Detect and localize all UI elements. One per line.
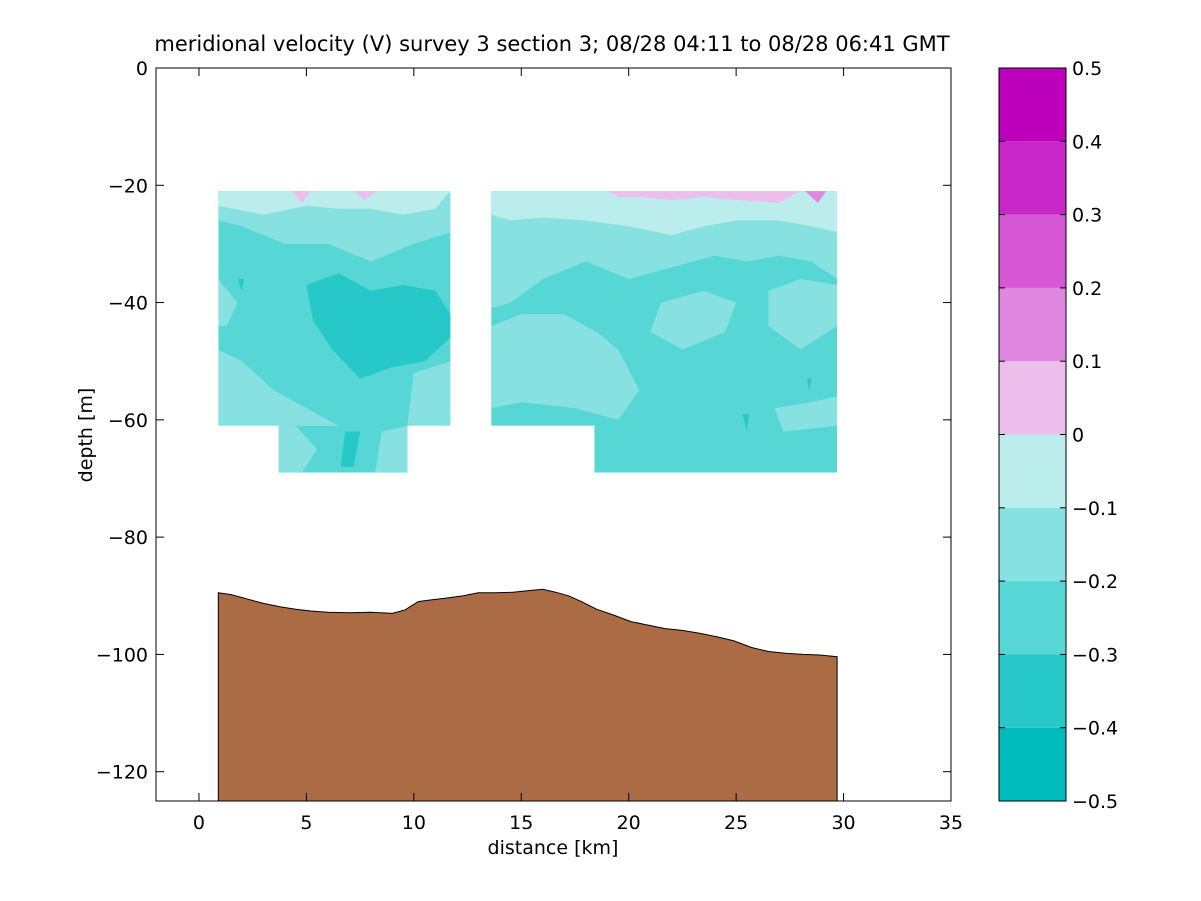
colorbar-tick-label: −0.5 (1072, 791, 1118, 813)
colorbar-tick-label: 0.2 (1072, 278, 1102, 300)
colorbar-tick-label: 0.3 (1072, 205, 1102, 227)
velocity-contour-patch (491, 314, 640, 420)
velocity-contour-patch (237, 279, 245, 291)
seafloor-bathymetry (217, 588, 838, 801)
velocity-contour-patch (353, 191, 378, 200)
velocity-contour-patch (807, 378, 812, 391)
y-tick-label: −100 (96, 644, 148, 666)
y-axis-label: depth [m] (75, 388, 97, 483)
colorbar-tick-label: 0.1 (1072, 351, 1102, 373)
y-tick-label: 0 (136, 58, 148, 80)
plot-frame (155, 67, 952, 802)
colorbar-tick-label: −0.1 (1072, 498, 1118, 520)
velocity-contour-patch (607, 191, 801, 203)
velocity-contour-patch (742, 414, 749, 432)
x-tick-label: 0 (193, 812, 205, 834)
velocity-contour-patch (218, 349, 339, 426)
velocity-contour-patch (804, 191, 827, 203)
x-axis-label: distance [km] (488, 837, 619, 859)
plot-area: 0 5 10 15 20 25 30 35 0 −20 −40 −60 −80 −100 −120 (96, 58, 963, 834)
colorbar-segment (999, 214, 1066, 288)
colorbar-segment (999, 361, 1066, 435)
colorbar-segments (999, 68, 1066, 801)
chart-title: meridional velocity (V) survey 3 section… (154, 32, 949, 56)
colorbar-tick-label: −0.4 (1072, 718, 1118, 740)
y-tick-label: −120 (96, 762, 148, 784)
velocity-contour-patch (218, 279, 238, 326)
x-tick-label: 10 (402, 812, 426, 834)
x-axis-ticks: 0 5 10 15 20 25 30 35 (193, 68, 963, 834)
y-tick-label: −20 (108, 175, 148, 197)
section-2 (491, 191, 838, 473)
y-tick-label: −40 (108, 293, 148, 315)
y-tick-label: −80 (108, 527, 148, 549)
colorbar-tick-label: −0.2 (1072, 571, 1118, 593)
velocity-sections (218, 191, 838, 473)
velocity-contour-patch (407, 361, 451, 426)
colorbar: −0.5 −0.4 −0.3 −0.2 −0.1 0 0.1 0.2 0.3 0.4 0.5 (998, 58, 1118, 813)
velocity-contour-patch (306, 273, 451, 379)
colorbar-segment (999, 507, 1066, 582)
colorbar-tick-label: 0.5 (1072, 58, 1102, 80)
seafloor-shape (217, 588, 838, 801)
colorbar-segment (999, 434, 1066, 508)
colorbar-ticks: −0.5 −0.4 −0.3 −0.2 −0.1 0 0.1 0.2 0.3 0.4 0.5 (999, 58, 1118, 813)
velocity-contour-patch (774, 396, 838, 432)
velocity-contour-patch (768, 279, 838, 350)
colorbar-tick-label: 0.4 (1072, 131, 1102, 153)
colorbar-segment (999, 287, 1066, 362)
velocity-contour-patch (291, 191, 311, 203)
velocity-contour-patch (375, 425, 408, 473)
colorbar-tick-label: −0.3 (1072, 644, 1118, 666)
velocity-contour-patch (491, 191, 838, 236)
x-tick-label: 25 (724, 812, 748, 834)
colorbar-segment (999, 141, 1066, 215)
velocity-contour-patch (218, 191, 451, 215)
y-tick-label: −60 (108, 410, 148, 432)
y-axis-ticks: 0 −20 −40 −60 −80 −100 −120 (96, 58, 951, 784)
x-tick-label: 35 (939, 812, 963, 834)
colorbar-segment (999, 68, 1066, 142)
velocity-contour-patch (650, 290, 737, 350)
x-tick-label: 15 (509, 812, 533, 834)
colorbar-segment (999, 727, 1066, 801)
x-tick-label: 5 (300, 812, 312, 834)
section-1 (218, 191, 451, 473)
colorbar-tick-label: 0 (1072, 425, 1084, 447)
x-tick-label: 30 (831, 812, 855, 834)
velocity-contour-patch (278, 425, 318, 473)
x-tick-label: 20 (617, 812, 641, 834)
colorbar-segment (999, 581, 1066, 655)
colorbar-segment (999, 654, 1066, 728)
velocity-contour-patch (340, 431, 361, 467)
